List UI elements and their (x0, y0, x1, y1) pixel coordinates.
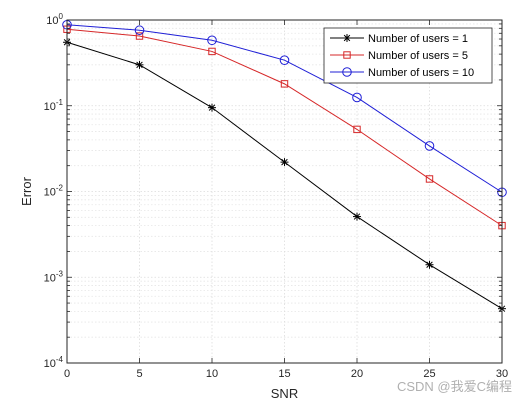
circle-marker (424, 141, 435, 151)
series-line-3 (66, 24, 503, 193)
square-marker (425, 175, 434, 183)
y-tick-label: 10-4 (44, 355, 64, 370)
y-axis-label: Error (19, 176, 34, 206)
square-marker (135, 32, 144, 40)
circle-marker (352, 92, 362, 103)
x-tick-label: 10 (206, 368, 218, 380)
x-tick-label: 15 (278, 368, 290, 380)
square-marker (208, 47, 216, 56)
asterisk-marker (353, 212, 361, 221)
y-tick-labels: 100 10-1 10-2 10-3 10-4 (44, 12, 64, 370)
x-axis-label: SNR (271, 386, 298, 401)
legend: Number of users = 1 Number of users = 5 Nu… (323, 27, 493, 84)
asterisk-marker (343, 34, 351, 42)
square-marker (353, 125, 361, 134)
x-tick-labels: 0 5 10 15 20 25 30 (64, 368, 508, 380)
y-tick-label: 10-1 (44, 98, 64, 113)
circle-marker (207, 35, 217, 46)
ticks (66, 19, 503, 364)
y-tick-label: 10-2 (44, 184, 64, 199)
y-tick-label: 10-3 (44, 269, 64, 284)
x-tick-label: 0 (64, 368, 70, 380)
x-tick-label: 30 (496, 368, 508, 380)
x-tick-label: 5 (136, 368, 142, 380)
x-tick-label: 20 (351, 368, 363, 380)
asterisk-marker (280, 158, 289, 167)
watermark: CSDN @我爱C编程 (397, 379, 512, 394)
square-marker (280, 80, 289, 88)
series-layer (62, 19, 507, 313)
legend-label: Number of users = 1 (368, 33, 468, 45)
asterisk-marker (425, 260, 434, 269)
square-marker (343, 51, 351, 59)
asterisk-marker (135, 60, 144, 69)
x-tick-label: 25 (423, 368, 435, 380)
circle-marker (134, 25, 145, 36)
legend-label: Number of users = 5 (368, 50, 468, 62)
legend-label: Number of users = 10 (368, 67, 474, 79)
asterisk-marker (208, 103, 216, 112)
y-tick-label: 100 (46, 12, 63, 27)
circle-marker (279, 55, 290, 65)
circle-marker (342, 67, 352, 77)
series-line-2 (66, 28, 503, 227)
